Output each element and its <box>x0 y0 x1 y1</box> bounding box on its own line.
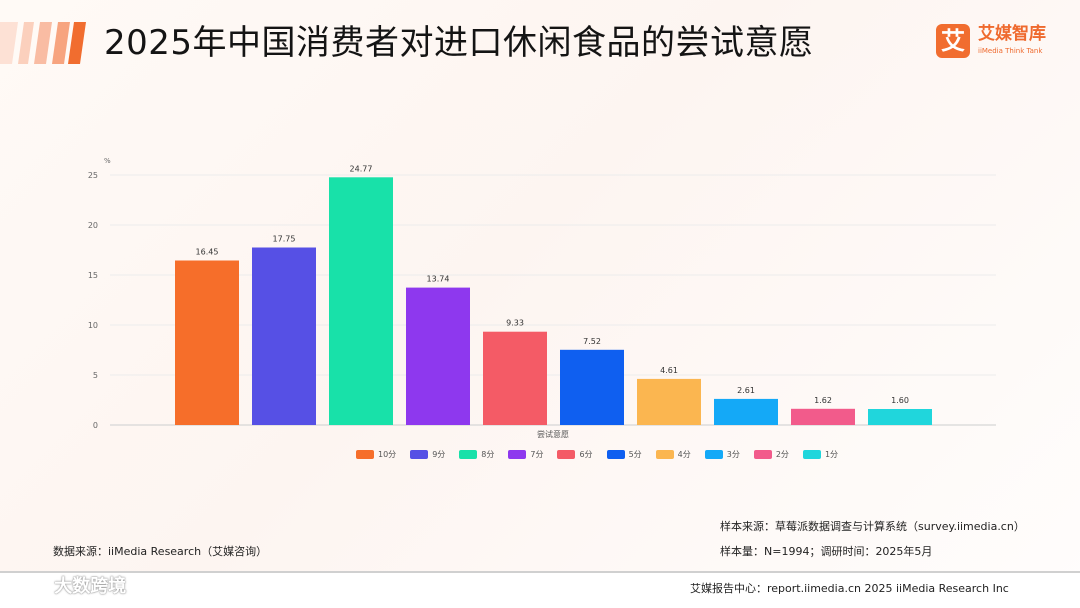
y-axis-tick-label: 0 <box>93 421 98 430</box>
bar-value-label: 24.77 <box>350 164 373 173</box>
chart-bar-4 <box>406 287 470 425</box>
y-axis-tick-label: 5 <box>93 371 98 380</box>
legend-item-10: 1分 <box>802 449 839 460</box>
legend-item-5: 6分 <box>557 449 593 460</box>
watermark-logo-icon <box>9 579 42 593</box>
brand-logo-mark: 艾 <box>936 24 970 58</box>
legend-item-7: 4分 <box>655 449 691 460</box>
legend-item-4: 7分 <box>508 449 543 460</box>
legend-swatch <box>753 449 772 459</box>
legend-swatch <box>459 449 478 459</box>
bar-value-label: 7.52 <box>583 337 601 346</box>
footer-bar <box>0 573 1080 608</box>
legend-item-3: 8分 <box>459 449 494 460</box>
legend-swatch <box>704 449 723 459</box>
title-accent-stripes-icon <box>0 22 86 64</box>
bar-value-label: 4.61 <box>660 366 678 375</box>
bar-value-label: 9.33 <box>506 319 524 328</box>
legend-item-2: 9分 <box>410 449 445 460</box>
legend-label: 4分 <box>677 449 691 459</box>
report-center-footer: 艾媒报告中心：report.iimedia.cn 2025 iiMedia Re… <box>690 582 1009 595</box>
bar-value-label: 17.75 <box>273 235 296 244</box>
brand-name: 艾媒智库 <box>978 24 1046 44</box>
footer-divider <box>0 571 1080 573</box>
chart-legend: 10分 9分 8分 7分 6分 5分 4分 3分 2分 1分 <box>356 446 838 462</box>
legend-label: 8分 <box>481 449 495 459</box>
chart-bar-2 <box>252 247 316 425</box>
watermark-text: 大数跨境 <box>54 576 127 597</box>
chart-bar-6 <box>560 349 624 425</box>
sample-size-note: 样本量：N=1994；调研时间：2025年5月 <box>720 545 933 558</box>
chart-bar-10 <box>868 409 932 425</box>
legend-label: 2分 <box>775 449 789 459</box>
legend-swatch <box>655 449 674 459</box>
chart-bar-8 <box>714 398 778 425</box>
legend-swatch <box>508 449 527 459</box>
chart-bar-9 <box>791 408 855 425</box>
bar-value-label: 1.60 <box>891 396 909 405</box>
chart-bar-7 <box>637 378 701 425</box>
chart-grid <box>110 174 996 426</box>
legend-label: 10分 <box>378 449 397 459</box>
chart-axes: 0 5 10 15 20 25 <box>88 171 98 430</box>
y-axis-tick-label: 20 <box>88 221 98 230</box>
bar-value-label: 1.62 <box>814 396 832 405</box>
legend-item-6: 5分 <box>606 449 642 460</box>
y-axis-tick-label: 15 <box>88 271 98 280</box>
sample-source-note: 样本来源：草莓派数据调查与计算系统（survey.iimedia.cn） <box>720 520 1025 533</box>
legend-label: 5分 <box>628 449 642 459</box>
legend-label: 6分 <box>579 449 593 459</box>
chart-value-labels: 16.45 17.75 24.77 13.74 9.33 7.52 4.61 2.61 1.62… <box>196 164 909 405</box>
legend-swatch <box>557 449 576 459</box>
legend-swatch <box>606 449 625 459</box>
chart-bar-1 <box>175 260 239 425</box>
bar-value-label: 2.61 <box>737 386 755 395</box>
page-title: 2025年中国消费者对进口休闲食品的尝试意愿 <box>104 23 814 63</box>
bar-value-label: 13.74 <box>427 275 450 284</box>
y-axis-tick-label: 25 <box>88 171 98 180</box>
legend-item-1: 10分 <box>356 449 396 460</box>
legend-item-8: 3分 <box>704 449 740 460</box>
brand-logo: 艾 艾媒智库 iiMedia Think Tank <box>936 24 1056 64</box>
x-axis-label: 尝试意愿 <box>537 429 569 439</box>
chart-bar-5 <box>483 331 547 425</box>
chart-bar-3 <box>329 177 393 425</box>
y-axis-tick-label: 10 <box>88 321 98 330</box>
legend-label: 3分 <box>726 449 740 459</box>
legend-swatch <box>802 449 821 459</box>
legend-label: 9分 <box>432 449 446 459</box>
legend-label: 1分 <box>824 449 839 459</box>
legend-item-9: 2分 <box>753 449 789 460</box>
legend-swatch <box>410 449 429 459</box>
watermark: 大数跨境 <box>8 575 126 599</box>
legend-swatch <box>356 449 374 459</box>
legend-label: 7分 <box>530 449 544 459</box>
y-axis-unit-label: % <box>104 157 111 165</box>
chart-bars <box>175 177 932 425</box>
brand-subtitle: iiMedia Think Tank <box>978 47 1043 55</box>
data-source-note: 数据来源：iiMedia Research（艾媒咨询） <box>53 545 268 558</box>
bar-value-label: 16.45 <box>196 248 219 257</box>
